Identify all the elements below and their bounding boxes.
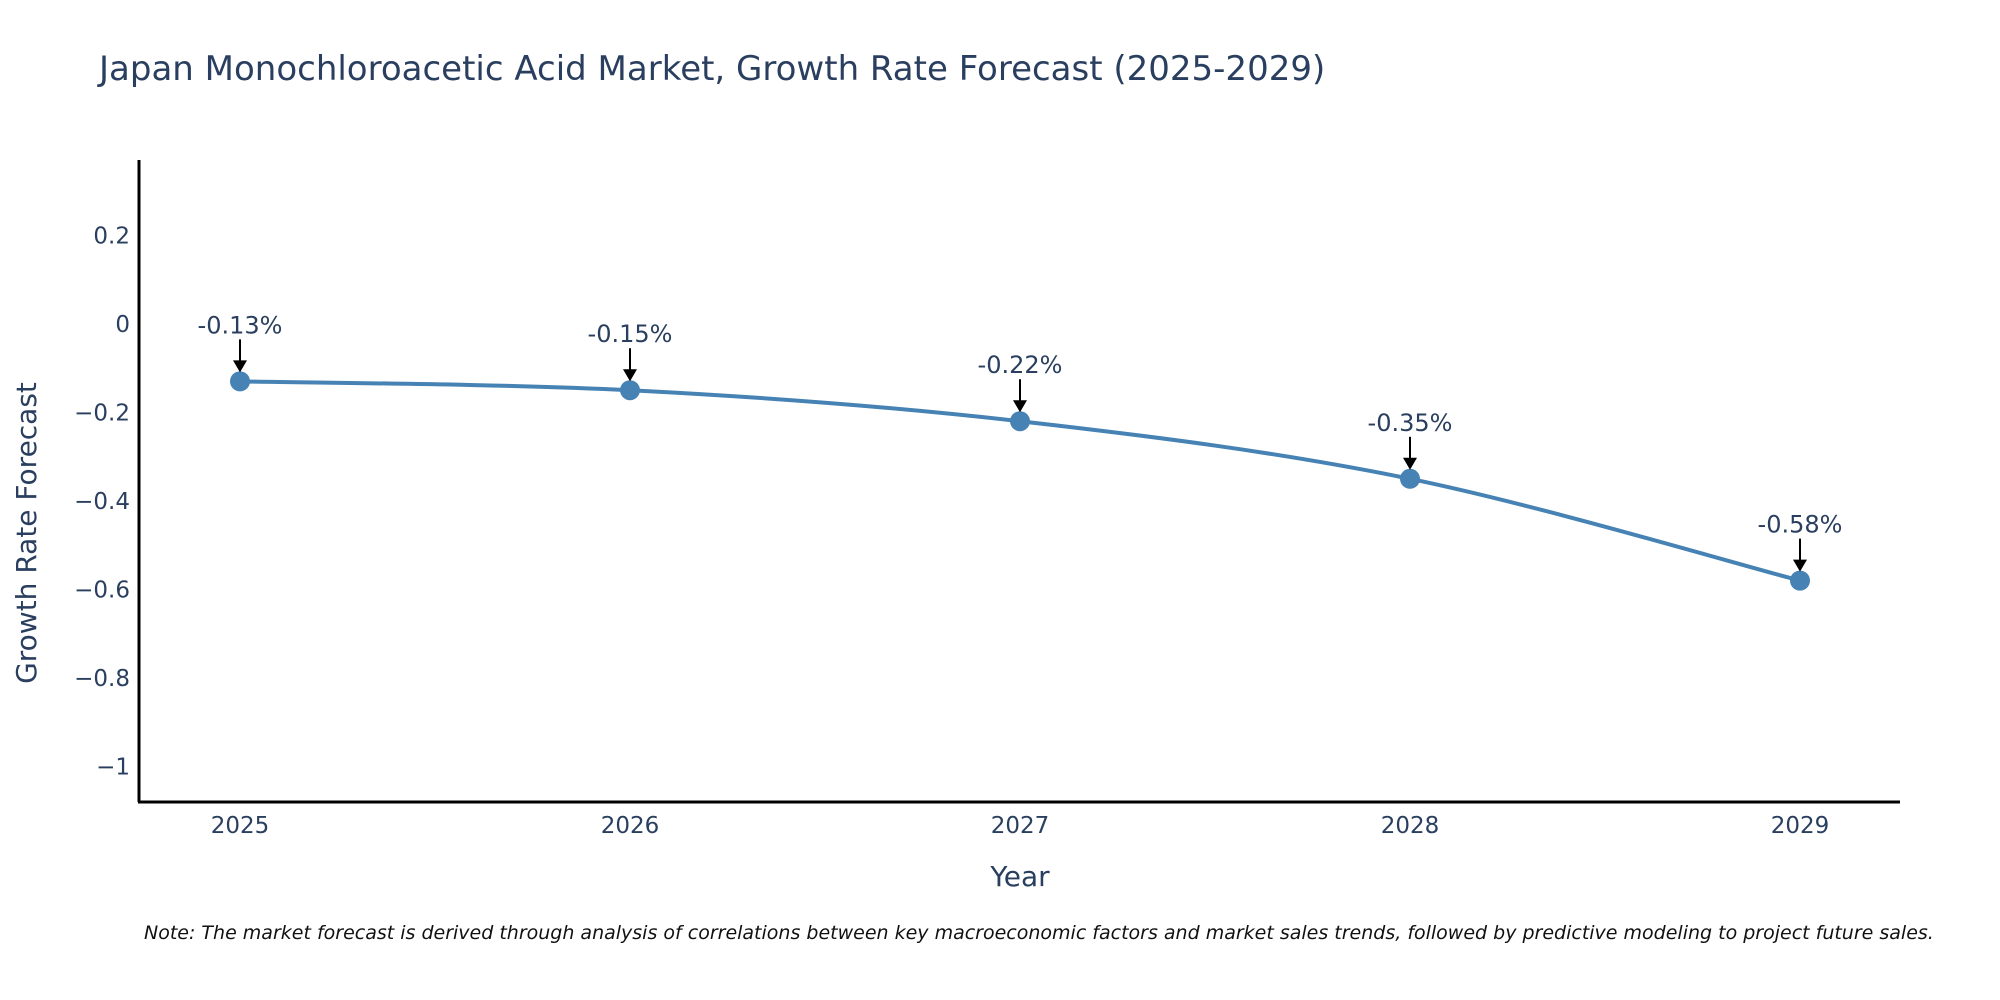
annotation-arrow-head xyxy=(233,360,247,373)
data-label: -0.58% xyxy=(1758,511,1843,539)
x-tick-label: 2026 xyxy=(601,813,660,839)
x-tick-label: 2028 xyxy=(1381,813,1440,839)
data-label: -0.13% xyxy=(198,311,283,339)
annotation-arrow-head xyxy=(623,369,637,382)
data-label: -0.22% xyxy=(978,351,1063,379)
chart-title: Japan Monochloroacetic Acid Market, Grow… xyxy=(97,49,1325,89)
y-tick-label: 0 xyxy=(115,312,130,338)
data-label: -0.15% xyxy=(588,320,673,348)
data-label: -0.35% xyxy=(1368,409,1453,437)
x-tick-label: 2025 xyxy=(211,813,270,839)
annotation-arrow-head xyxy=(1403,457,1417,470)
data-point[interactable] xyxy=(230,371,250,392)
data-point[interactable] xyxy=(1010,411,1030,432)
annotation-arrow-head xyxy=(1013,400,1027,413)
footnote: Note: The market forecast is derived thr… xyxy=(144,922,1934,944)
data-point[interactable] xyxy=(1790,570,1810,591)
x-axis-title: Year xyxy=(989,860,1050,893)
x-tick-labels: 2025 2026 2027 2028 2029 xyxy=(211,813,1830,839)
data-point[interactable] xyxy=(1400,468,1420,489)
y-tick-label: −0.2 xyxy=(74,400,130,426)
y-tick-labels: 0.2 0 −0.2 −0.4 −0.6 −0.8 −1 xyxy=(74,223,130,780)
y-tick-label: −0.6 xyxy=(74,577,130,603)
x-tick-label: 2027 xyxy=(991,813,1050,839)
y-tick-label: −1 xyxy=(96,755,130,781)
data-point[interactable] xyxy=(620,380,640,401)
annotation-arrow-head xyxy=(1793,559,1807,572)
y-tick-label: −0.8 xyxy=(74,666,130,692)
y-axis-title: Growth Rate Forecast xyxy=(10,382,43,684)
x-tick-label: 2029 xyxy=(1771,813,1830,839)
series-growth-rate xyxy=(230,371,1810,591)
y-tick-label: −0.4 xyxy=(74,489,130,515)
axes xyxy=(137,160,1900,804)
data-annotations: -0.13% -0.15% -0.22% -0.35% -0.58% xyxy=(198,311,1843,572)
y-tick-label: 0.2 xyxy=(93,223,130,249)
